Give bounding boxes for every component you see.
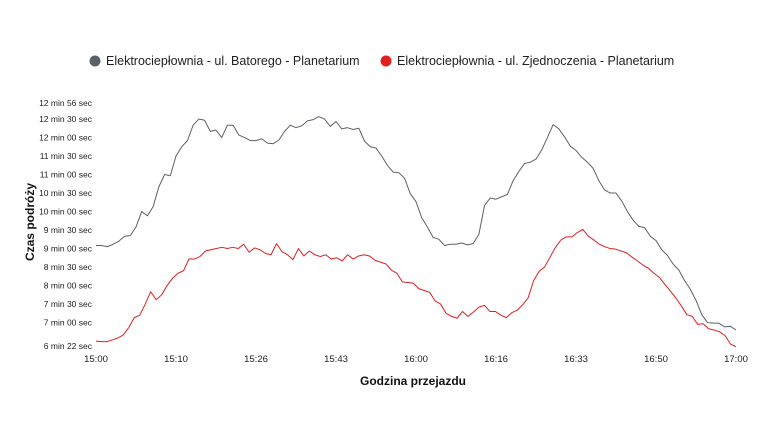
x-tick-label: 15:26 bbox=[244, 354, 268, 365]
y-tick-label: 7 min 30 sec bbox=[44, 299, 93, 309]
y-tick-label: 10 min 30 sec bbox=[39, 188, 93, 198]
y-axis-ticks: 6 min 22 sec 7 min 00 sec 7 min 30 sec 8 mi… bbox=[39, 98, 93, 351]
x-tick-label: 15:10 bbox=[164, 354, 188, 365]
x-axis-title: Godzina przejazdu bbox=[360, 374, 466, 388]
legend-label-series-1: Elektrociepłownia - ul. Zjednoczenia - P… bbox=[397, 54, 674, 68]
legend-marker-series-0 bbox=[89, 55, 101, 67]
series-line-1 bbox=[95, 228, 737, 348]
y-tick-label: 10 min 00 sec bbox=[39, 207, 93, 217]
chart-legend: Elektrociepłownia - ul. Batorego - Plane… bbox=[89, 54, 675, 68]
x-axis-ticks: 15:00 15:10 15:26 15:43 16:00 16:16 16:33 16:50… bbox=[84, 354, 748, 365]
y-tick-label: 11 min 00 sec bbox=[40, 170, 93, 180]
y-tick-label: 11 min 30 sec bbox=[40, 151, 93, 161]
x-tick-label: 15:43 bbox=[324, 354, 348, 365]
legend-marker-series-1 bbox=[380, 55, 392, 67]
x-tick-label: 16:50 bbox=[644, 354, 668, 365]
y-tick-label: 7 min 00 sec bbox=[44, 318, 93, 328]
legend-label-series-0: Elektrociepłownia - ul. Batorego - Plane… bbox=[106, 54, 360, 68]
legend-item-series-1[interactable]: Elektrociepłownia - ul. Zjednoczenia - P… bbox=[380, 54, 675, 68]
x-tick-label: 15:00 bbox=[84, 354, 108, 365]
legend-item-series-0[interactable]: Elektrociepłownia - ul. Batorego - Plane… bbox=[89, 54, 360, 68]
x-tick-label: 16:33 bbox=[564, 354, 588, 365]
x-tick-label: 16:00 bbox=[404, 354, 428, 365]
x-tick-label: 17:00 bbox=[724, 354, 748, 365]
y-tick-label: 12 min 56 sec bbox=[39, 98, 93, 108]
y-tick-label: 9 min 00 sec bbox=[44, 244, 93, 254]
y-tick-label: 6 min 22 sec bbox=[44, 341, 93, 351]
series-line-0 bbox=[96, 116, 737, 331]
plot-area bbox=[95, 116, 737, 348]
y-axis-title: Czas podróży bbox=[23, 183, 37, 261]
y-tick-label: 12 min 30 sec bbox=[39, 114, 93, 124]
y-tick-label: 8 min 30 sec bbox=[44, 262, 93, 272]
y-tick-label: 12 min 00 sec bbox=[39, 133, 93, 143]
x-tick-label: 16:16 bbox=[484, 354, 508, 365]
y-tick-label: 8 min 00 sec bbox=[44, 281, 93, 291]
y-tick-label: 9 min 30 sec bbox=[44, 225, 93, 235]
